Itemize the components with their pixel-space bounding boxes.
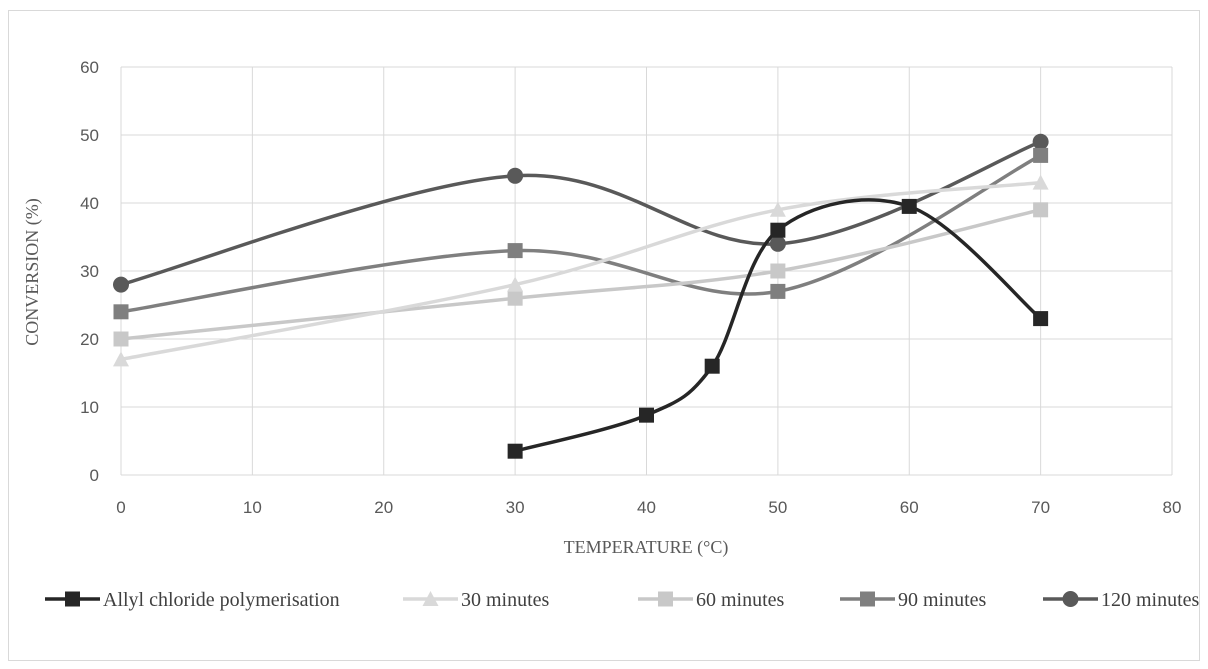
x-tick-label: 30	[506, 498, 525, 517]
data-point-allyl-chloride-polymerisation	[1033, 311, 1049, 327]
data-point-60-minutes	[113, 331, 129, 347]
x-tick-label: 0	[116, 498, 125, 517]
y-tick-label: 20	[80, 330, 99, 349]
y-tick-label: 10	[80, 398, 99, 417]
legend-label-30-minutes: 30 minutes	[461, 589, 550, 611]
data-point-120-minutes	[1032, 133, 1049, 150]
data-point-60-minutes	[507, 290, 523, 306]
data-point-90-minutes	[770, 283, 786, 299]
y-tick-label: 0	[90, 466, 99, 485]
data-point-allyl-chloride-polymerisation	[639, 407, 654, 423]
data-point-allyl-chloride-polymerisation	[901, 198, 917, 214]
data-point-90-minutes	[113, 304, 129, 320]
data-point-allyl-chloride-polymerisation	[704, 358, 720, 374]
data-point-60-minutes	[1033, 202, 1049, 218]
data-point-allyl-chloride-polymerisation	[507, 443, 523, 459]
legend: Allyl chloride polymerisation 30 minutes 6…	[45, 589, 1200, 611]
legend-label-120-minutes: 120 minutes	[1101, 589, 1200, 611]
y-tick-label: 50	[80, 126, 99, 145]
y-tick-label: 40	[80, 194, 99, 213]
data-point-120-minutes	[113, 276, 129, 293]
series-line-90-minutes	[120, 153, 1042, 314]
legend-label-60-minutes: 60 minutes	[696, 589, 785, 611]
data-point-30-minutes	[113, 351, 129, 367]
x-tick-label: 20	[374, 498, 393, 517]
x-tick-label: 60	[900, 498, 919, 517]
data-point-120-minutes	[769, 235, 786, 252]
x-tick-label: 70	[1031, 498, 1050, 517]
x-tick-label: 40	[637, 498, 656, 517]
series-line-allyl-chloride-polymerisation	[514, 198, 1042, 453]
y-tick-label: 30	[80, 262, 99, 281]
data-point-60-minutes	[770, 263, 786, 279]
legend-marker-30-minutes	[422, 591, 439, 606]
x-tick-label: 10	[243, 498, 262, 517]
series-line-30-minutes	[120, 180, 1041, 362]
data-point-30-minutes	[507, 276, 524, 292]
y-tick-label: 60	[80, 58, 99, 77]
legend-marker-120-minutes	[1062, 591, 1079, 607]
series-line-60-minutes	[120, 208, 1042, 341]
data-point-90-minutes	[507, 243, 523, 259]
data-point-90-minutes	[1033, 147, 1049, 163]
data-point-30-minutes	[1032, 174, 1049, 190]
data-point-allyl-chloride-polymerisation	[770, 222, 786, 238]
chart-frame	[8, 10, 1200, 661]
y-axis-title: CONVERSION (%)	[22, 198, 43, 346]
data-point-30-minutes	[769, 201, 786, 217]
legend-marker-allyl-chloride-polymerisation	[65, 591, 80, 607]
x-tick-label: 80	[1163, 498, 1182, 517]
x-tick-label: 50	[768, 498, 787, 517]
legend-label-allyl-chloride-polymerisation: Allyl chloride polymerisation	[103, 589, 340, 611]
legend-label-90-minutes: 90 minutes	[898, 589, 987, 611]
data-point-120-minutes	[507, 167, 524, 184]
legend-marker-90-minutes	[860, 591, 875, 607]
x-axis-title: TEMPERATURE (°C)	[564, 537, 729, 558]
legend-marker-60-minutes	[658, 591, 673, 607]
